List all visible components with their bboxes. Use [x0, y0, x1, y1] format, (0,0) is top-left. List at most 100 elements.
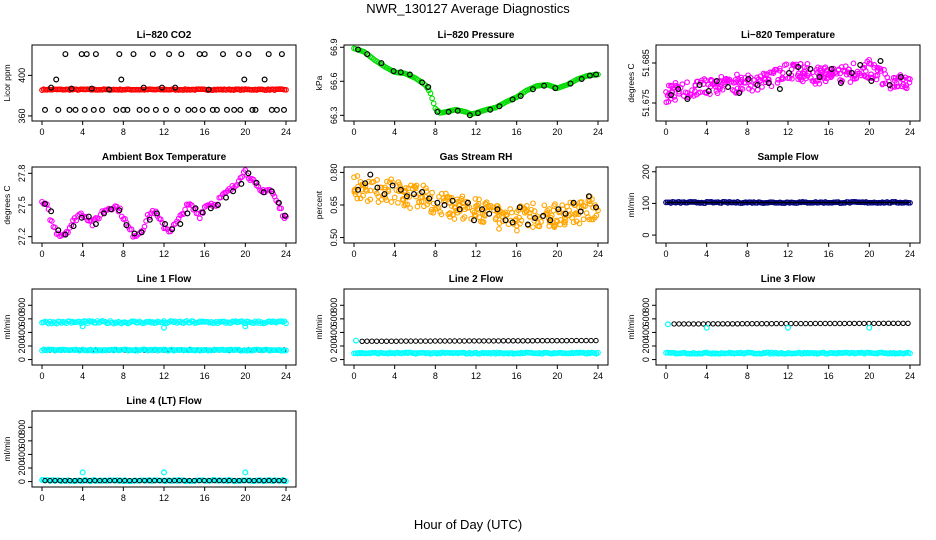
x-tick-label: 4: [704, 249, 709, 259]
point-co2: [53, 76, 60, 83]
point-line2: [573, 337, 580, 344]
point-line2: [595, 349, 601, 356]
x-tick-label: 24: [593, 249, 603, 259]
point-boxtemp: [143, 218, 149, 224]
point-co2: [199, 106, 206, 113]
point-rh: [531, 208, 538, 214]
point-rh: [381, 191, 388, 198]
point-li820temp: [663, 99, 670, 106]
point-boxtemp: [85, 213, 92, 220]
point-li820temp: [747, 83, 754, 89]
point-co2: [252, 106, 259, 113]
point-rh: [359, 186, 365, 193]
point-line3: [885, 320, 892, 326]
point-line4: [87, 477, 93, 484]
x-tick-label: 20: [240, 493, 250, 503]
point-line4: [266, 477, 272, 484]
point-rh: [545, 215, 552, 222]
point-li820temp: [880, 80, 886, 87]
y-tick-label: 400: [17, 447, 27, 462]
y-axis-label: ml/min: [2, 436, 12, 461]
x-tick-label: 8: [745, 371, 750, 381]
point-boxtemp: [62, 231, 69, 238]
x-tick-label: 8: [745, 127, 750, 137]
x-tick-label: 8: [745, 249, 750, 259]
x-tick-label: 0: [663, 371, 668, 381]
point-boxtemp: [138, 229, 145, 236]
x-tick-label: 8: [121, 493, 126, 503]
point-line4: [102, 477, 108, 484]
point-co2: [220, 51, 227, 58]
x-tick-label: 0: [663, 127, 668, 137]
point-line4: [186, 477, 193, 484]
point-rh: [538, 218, 544, 225]
x-tick-label: 24: [905, 371, 915, 381]
point-co2: [66, 106, 73, 113]
point-co2: [205, 86, 212, 93]
point-rh: [388, 176, 394, 183]
point-line2: [432, 338, 438, 344]
point-li820temp: [795, 63, 802, 70]
point-co2: [55, 106, 62, 113]
point-line4: [52, 477, 58, 484]
point-boxtemp: [281, 215, 288, 222]
x-tick-label: 16: [512, 371, 522, 381]
y-tick-label: 600: [17, 433, 27, 448]
point-li820temp: [807, 65, 814, 72]
point-line3: [778, 320, 784, 327]
point-line2: [398, 338, 404, 344]
point-line2: [364, 338, 370, 344]
point-rh: [464, 199, 471, 206]
x-tick-label: 12: [783, 371, 793, 381]
point-rh: [448, 203, 455, 209]
point-pressure: [419, 79, 426, 86]
x-tick-label: 4: [80, 249, 85, 259]
point-line3: [861, 320, 867, 327]
point-co2: [241, 76, 248, 83]
x-tick-label: 16: [824, 249, 834, 259]
point-co2: [68, 85, 75, 92]
plot-frame: [31, 166, 297, 244]
x-tick-label: 24: [281, 493, 291, 503]
chart-line2-data: [351, 337, 601, 357]
point-line3: [754, 321, 760, 327]
chart-boxtemp-data: [39, 167, 289, 240]
point-line4: [131, 477, 138, 484]
point-rh: [438, 211, 445, 218]
point-line3: [788, 320, 794, 327]
x-tick-label: 12: [471, 127, 481, 137]
x-tick-label: 4: [392, 371, 397, 381]
point-line3: [841, 320, 848, 327]
series-pressure-0: [351, 45, 601, 117]
y-tick-label: 51.675: [641, 89, 651, 117]
point-rh: [531, 218, 538, 224]
point-line1: [283, 320, 289, 327]
x-tick-label: 12: [471, 371, 481, 381]
point-line4: [47, 477, 53, 484]
chart-co2-data: [39, 51, 289, 113]
point-li820temp: [679, 81, 686, 88]
point-rh: [430, 200, 437, 207]
point-rh: [530, 200, 536, 207]
point-boxtemp: [73, 217, 80, 224]
point-rh: [570, 219, 577, 226]
chart-sampleflow-data: [663, 199, 913, 206]
point-li820temp: [770, 68, 777, 75]
point-line4: [256, 477, 262, 484]
point-boxtemp: [131, 230, 138, 237]
point-li820temp: [785, 69, 792, 76]
point-line4: [79, 469, 86, 476]
point-rh: [411, 191, 418, 198]
point-li820temp: [838, 64, 845, 70]
point-rh: [523, 203, 530, 209]
point-line4: [241, 477, 247, 484]
point-rh: [496, 212, 502, 219]
point-line2: [525, 338, 531, 344]
x-tick-label: 0: [39, 127, 44, 137]
y-tick-label: 400: [329, 325, 339, 340]
x-tick-label: 16: [200, 249, 210, 259]
plot-frame: [31, 410, 297, 488]
point-co2: [178, 51, 185, 58]
y-axis-label: Licor ppm: [2, 64, 12, 101]
point-boxtemp: [260, 189, 267, 196]
